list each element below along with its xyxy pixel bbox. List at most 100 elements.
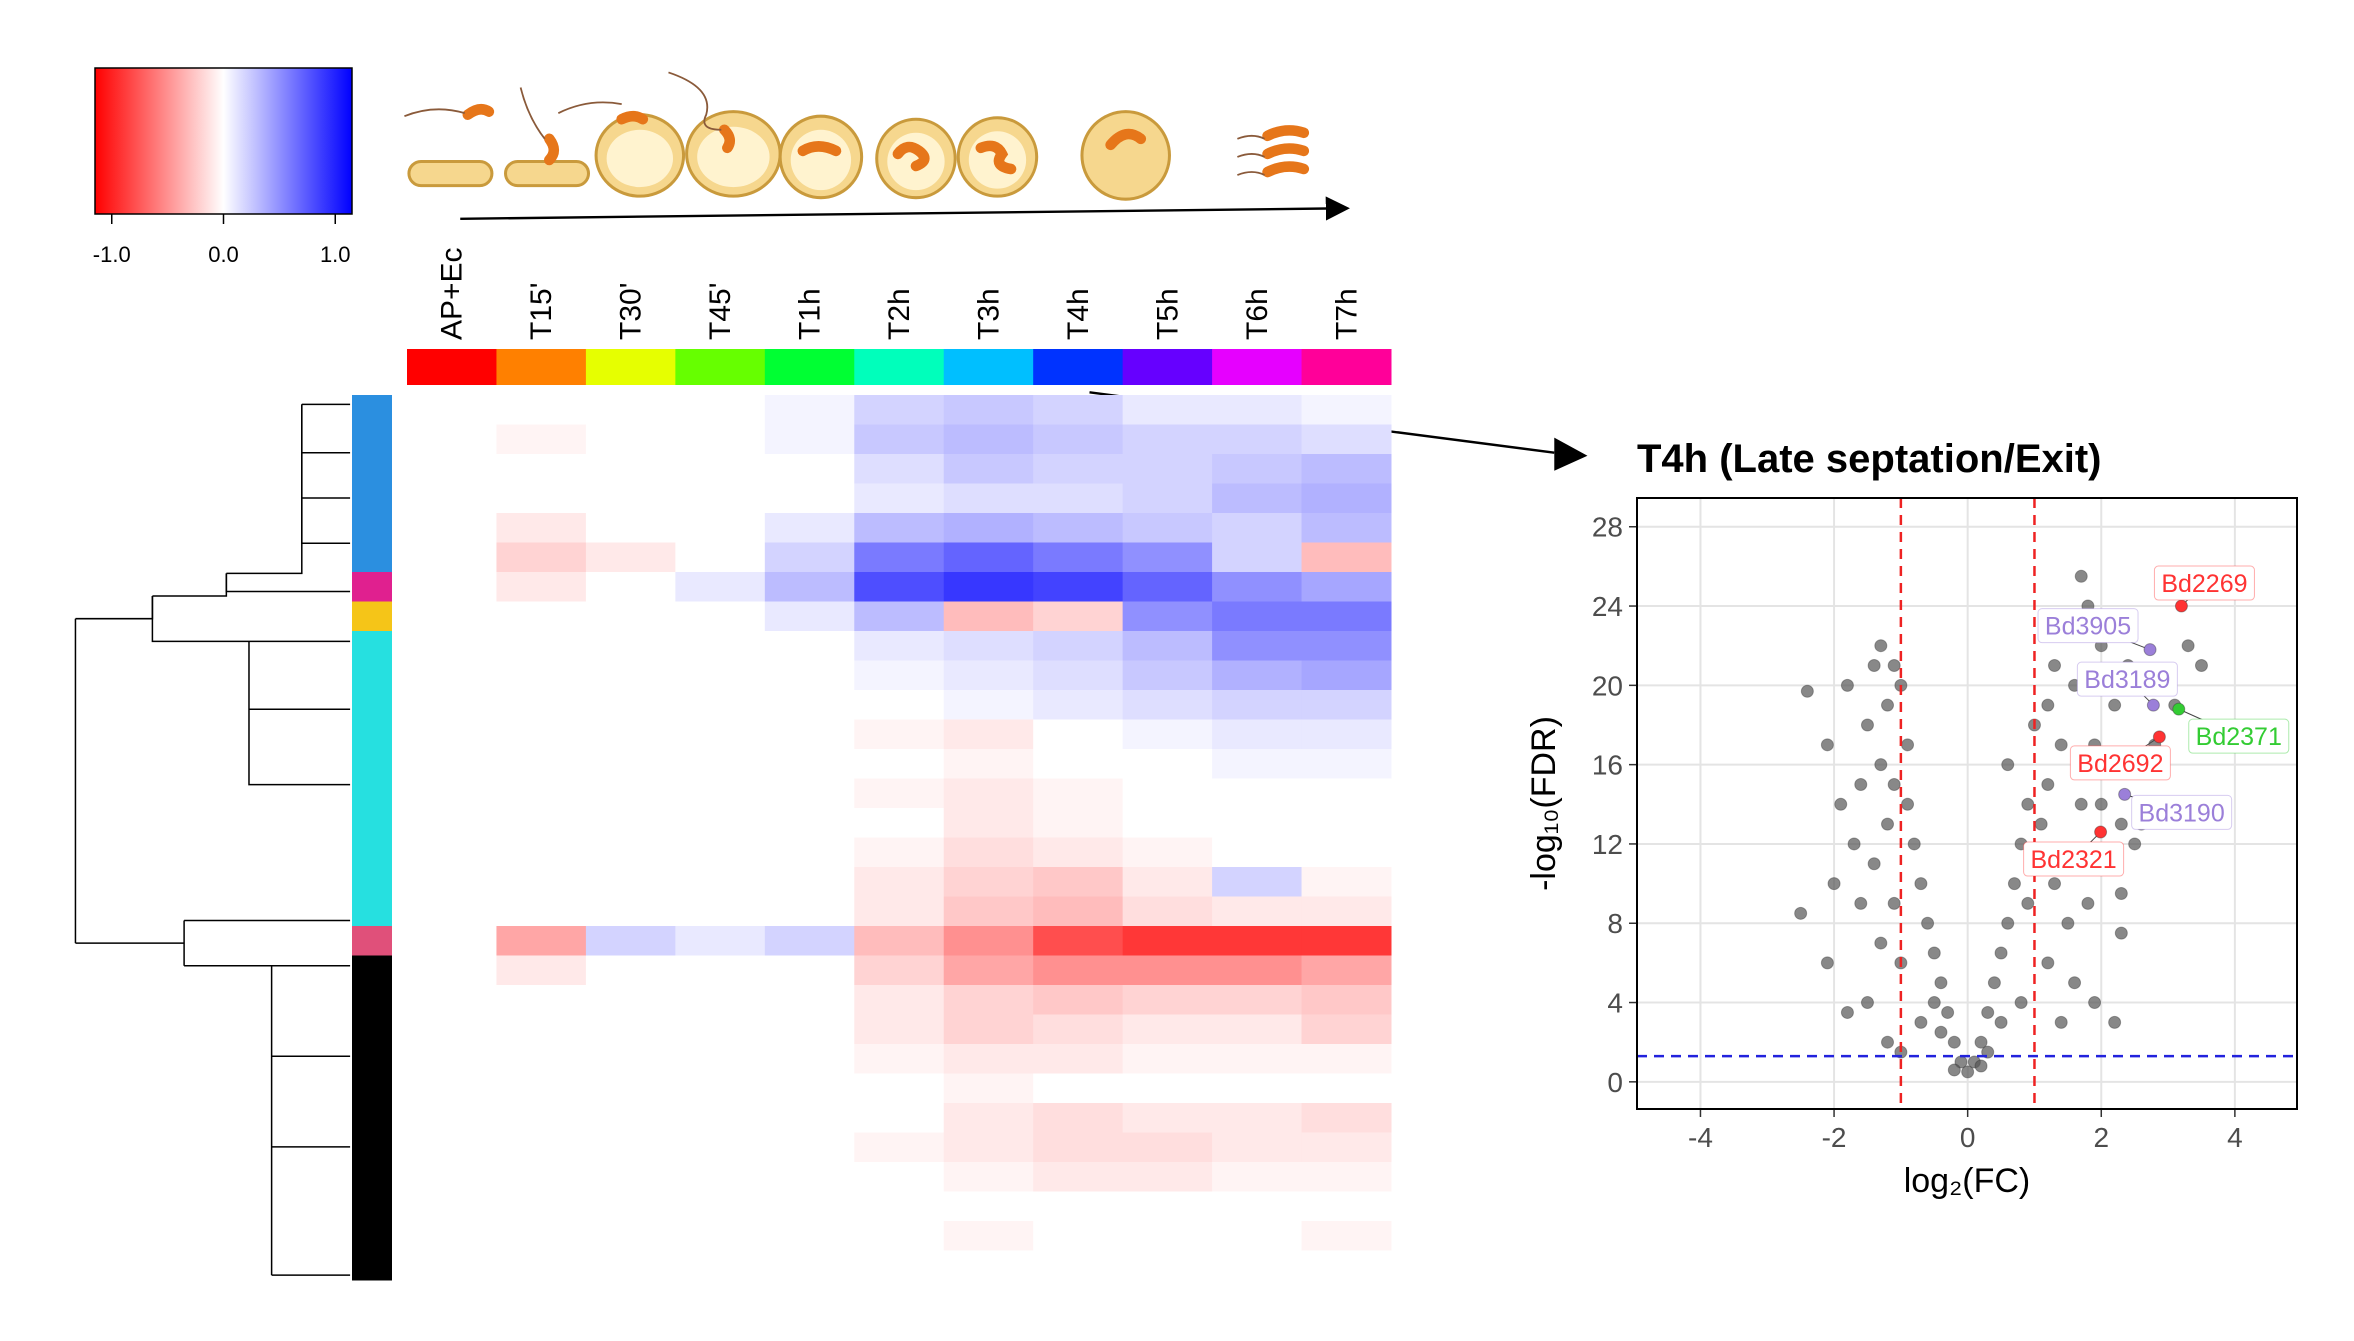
heatmap-cell bbox=[1122, 1132, 1213, 1163]
heatmap-cell bbox=[407, 660, 497, 691]
row-cluster bbox=[352, 1221, 392, 1251]
heatmap-cell bbox=[764, 1132, 855, 1163]
heatmap-cell bbox=[764, 808, 855, 838]
heatmap-cell bbox=[407, 690, 497, 720]
heatmap-cell bbox=[585, 778, 676, 809]
column-label: T6h bbox=[1241, 288, 1274, 340]
y-axis-title: -log₁₀(FDR) bbox=[1525, 716, 1563, 891]
heatmap-cell bbox=[407, 1014, 497, 1045]
point bbox=[1914, 1015, 1928, 1029]
heatmap-cell bbox=[1301, 1103, 1392, 1133]
heatmap-cell bbox=[764, 1014, 855, 1045]
heatmap-cell bbox=[1301, 542, 1392, 573]
heatmap-cell bbox=[1212, 483, 1303, 514]
heatmap-cell bbox=[496, 926, 587, 956]
point bbox=[2041, 956, 2055, 970]
heatmap-cell bbox=[764, 985, 855, 1015]
heatmap-cell bbox=[1122, 690, 1213, 720]
point bbox=[1867, 659, 1881, 673]
point bbox=[2014, 996, 2028, 1010]
heatmap-cell bbox=[675, 631, 766, 661]
point bbox=[1887, 896, 1901, 910]
point bbox=[2048, 877, 2062, 891]
heatmap-cell bbox=[1301, 690, 1392, 720]
heatmap-cell bbox=[1122, 1014, 1213, 1045]
point bbox=[1907, 837, 1921, 851]
heatmap-cell bbox=[1122, 808, 1213, 838]
column-label: T5h bbox=[1151, 288, 1184, 340]
heatmap-cell bbox=[943, 1073, 1034, 1104]
point bbox=[1800, 684, 1814, 698]
point bbox=[1934, 1025, 1948, 1039]
point bbox=[1901, 797, 1915, 811]
heatmap-cell bbox=[854, 1044, 945, 1074]
heatmap-cell bbox=[407, 513, 497, 543]
heatmap-cell bbox=[675, 896, 766, 927]
column-color bbox=[1033, 349, 1124, 385]
heatmap-cell bbox=[496, 955, 587, 986]
heatmap-cell bbox=[407, 1073, 497, 1104]
heatmap-cell bbox=[764, 395, 855, 425]
point bbox=[1820, 738, 1834, 752]
heatmap-cell bbox=[585, 1044, 676, 1074]
heatmap-cell bbox=[585, 631, 676, 661]
heatmap-cell bbox=[764, 690, 855, 720]
point bbox=[1881, 817, 1895, 831]
heatmap-cell bbox=[943, 1162, 1034, 1192]
heatmap-cell bbox=[407, 778, 497, 809]
heatmap-cell bbox=[854, 837, 945, 868]
heatmap-cell bbox=[675, 837, 766, 868]
heatmap-cell bbox=[943, 867, 1034, 897]
heatmap-cell bbox=[1212, 1103, 1303, 1133]
row-cluster bbox=[352, 395, 392, 425]
point bbox=[1840, 1005, 1854, 1019]
heatmap-cell bbox=[407, 719, 497, 750]
life-cycle-illustration bbox=[74, 71, 2289, 1276]
heatmap-cell bbox=[585, 690, 676, 720]
point bbox=[2114, 817, 2128, 831]
heatmap-cell bbox=[1033, 572, 1124, 602]
point bbox=[1860, 996, 1874, 1010]
heatmap-cell bbox=[943, 1103, 1034, 1133]
heatmap-cell bbox=[407, 424, 497, 455]
heatmap-cell bbox=[1212, 660, 1303, 691]
heatmap-cell bbox=[407, 1191, 497, 1222]
heatmap-cell bbox=[1122, 395, 1213, 425]
heatmap-cell bbox=[764, 1044, 855, 1074]
heatmap-cell bbox=[1033, 601, 1124, 632]
point bbox=[2001, 758, 2015, 772]
heatmap-cell bbox=[1122, 1103, 1213, 1133]
heatmap-cell bbox=[407, 985, 497, 1015]
heatmap-cell bbox=[585, 395, 676, 425]
heatmap-cell bbox=[675, 690, 766, 720]
heatmap-cell bbox=[1122, 513, 1213, 543]
heatmap-cell bbox=[1301, 513, 1392, 543]
heatmap-cell bbox=[407, 837, 497, 868]
heatmap-cell bbox=[407, 955, 497, 986]
heatmap-cell bbox=[943, 1250, 1034, 1281]
heatmap-cell bbox=[675, 955, 766, 986]
highlight-point bbox=[2094, 825, 2108, 839]
y-tick-label: 12 bbox=[1592, 829, 1623, 860]
heatmap-cell bbox=[854, 985, 945, 1015]
heatmap-cell bbox=[496, 601, 587, 632]
heatmap-cell bbox=[1212, 1250, 1303, 1281]
heatmap-cell bbox=[854, 660, 945, 691]
heatmap-cell bbox=[1033, 631, 1124, 661]
heatmap-cell bbox=[943, 660, 1034, 691]
heatmap-cell bbox=[675, 454, 766, 484]
column-color bbox=[1212, 349, 1303, 385]
point bbox=[1921, 916, 1935, 930]
point bbox=[1934, 976, 1948, 990]
heatmap-cell bbox=[496, 1103, 587, 1133]
heatmap-cell bbox=[585, 955, 676, 986]
row-cluster bbox=[352, 985, 392, 1015]
heatmap-cell bbox=[496, 454, 587, 484]
highlight-point bbox=[2146, 698, 2160, 712]
point bbox=[2054, 1015, 2068, 1029]
heatmap-cell bbox=[675, 749, 766, 779]
heatmap-cell bbox=[854, 542, 945, 573]
heatmap-cell bbox=[407, 1221, 497, 1251]
heatmap-cell bbox=[675, 867, 766, 897]
highlight-point bbox=[2143, 643, 2157, 657]
